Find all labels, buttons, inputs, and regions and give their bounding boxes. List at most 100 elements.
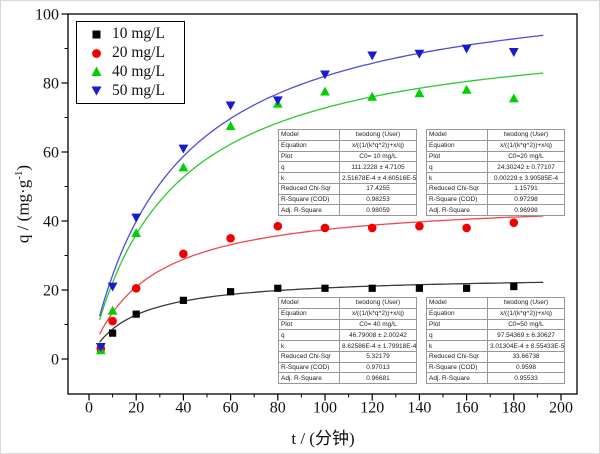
fit-table-row: R-Square (COD) 0.98253 — [278, 193, 417, 206]
y-tick-label: 80 — [43, 76, 59, 93]
fit-table-param-value: x/((1/(k*q^2))+x/q) — [487, 139, 565, 152]
fit-table-row: q 97.54369 ± 6.30627 — [426, 329, 565, 342]
fit-table-row: Model twodong (User) — [426, 297, 565, 309]
data-point — [227, 288, 235, 296]
legend-item: 50 mg/L — [90, 82, 184, 100]
data-point — [415, 221, 424, 231]
fit-table-row: Model twodong (User) — [278, 129, 417, 141]
fit-table-param-name: Reduced Chi-Sqr — [426, 182, 488, 195]
data-point — [320, 223, 330, 233]
fit-table-param-name: R-Square (COD) — [426, 193, 488, 206]
fit-table-param-value: 5.32179 — [339, 350, 417, 363]
fit-table-param-name: Equation — [426, 307, 488, 320]
y-axis-label: q / (mg·g-1) — [13, 104, 35, 304]
data-point — [321, 284, 329, 292]
fit-table-row: Equation x/((1/(k*q^2))+x/q) — [426, 139, 565, 152]
fit-table-param-value: twodong (User) — [339, 297, 417, 309]
fit-table-row: k 2.51678E-4 ± 4.60516E-5 — [278, 172, 417, 184]
fit-table-param-value: 0.9598 — [487, 361, 565, 374]
fit-table-param-name: k — [278, 172, 340, 184]
fit-table-param-name: Plot — [426, 150, 488, 163]
legend: 10 mg/L 20 mg/L 40 mg/L 50 mg/L — [76, 21, 185, 104]
fit-table-param-name: Reduced Chi-Sqr — [426, 350, 488, 363]
x-tick-label: 40 — [175, 400, 191, 417]
fit-table-row: Reduced Chi-Sqr 33.66738 — [426, 350, 565, 363]
data-point — [508, 93, 519, 103]
data-point — [462, 223, 471, 233]
fit-table-param-value: 0.98059 — [339, 204, 417, 217]
fit-table-param-name: Model — [426, 129, 488, 141]
data-point — [178, 144, 189, 154]
data-point — [225, 101, 236, 111]
fit-results-table-2: Model twodong (User) Equation x/((1/(k*q^2)… — [426, 129, 565, 217]
x-tick-label: 120 — [360, 400, 384, 417]
fit-table: Model twodong (User) Equation x/((1/(k*q^2)… — [278, 129, 417, 217]
fit-table-param-name: q — [278, 329, 340, 342]
fit-table-param-value: 24.30242 ± 0.77107 — [487, 161, 565, 174]
fit-table-param-value: 97.54369 ± 6.30627 — [487, 329, 565, 342]
fit-table-param-value: 33.66738 — [487, 350, 565, 363]
fit-table-param-value: 0.00229 ± 3.90585E-4 — [487, 172, 565, 184]
fit-table-row: k 3.01304E-4 ± 8.55433E-5 — [426, 340, 565, 352]
data-point — [108, 316, 117, 326]
fit-table-row: Reduced Chi-Sqr 1.15791 — [426, 182, 565, 195]
fit-table-row: q 111.2228 ± 4.7105 — [278, 161, 417, 174]
fit-table-param-value: x/((1/(k*q^2))+x/q) — [339, 139, 417, 152]
fit-table-row: Plot C0= 10 mg/L — [278, 150, 417, 163]
fit-table-row: Reduced Chi-Sqr 17.4255 — [278, 182, 417, 195]
data-point — [367, 223, 377, 233]
plot-frame — [67, 13, 578, 395]
fit-table-param-value: twodong (User) — [487, 129, 565, 141]
data-point — [367, 51, 378, 61]
fit-table-param-value: C0= 10 mg/L — [339, 150, 417, 163]
fit-table-param-value: 3.01304E-4 ± 8.55433E-5 — [487, 340, 565, 352]
fit-results-table-4: Model twodong (User) Equation x/((1/(k*q^2)… — [426, 297, 565, 385]
fit-results-table-3: Model twodong (User) Equation x/((1/(k*q^2)… — [278, 297, 417, 385]
x-tick-label: 200 — [549, 400, 573, 417]
fit-table-param-value: x/((1/(k*q^2))+x/q) — [487, 307, 565, 320]
fit-table-row: Equation x/((1/(k*q^2))+x/q) — [426, 307, 565, 320]
fit-table-row: Plot C0=20 mg/L — [426, 150, 565, 163]
y-axis-label-end: ) — [13, 164, 33, 171]
data-point — [226, 233, 235, 243]
data-point — [508, 48, 519, 57]
circle-marker-icon — [90, 47, 103, 60]
fit-table-row: Equation x/((1/(k*q^2))+x/q) — [278, 139, 417, 152]
fit-table-param-value: x/((1/(k*q^2))+x/q) — [339, 307, 417, 320]
data-point — [107, 282, 118, 292]
fit-table-param-value: 0.96998 — [487, 204, 565, 217]
fit-table-param-name: Plot — [278, 318, 340, 331]
fit-table-param-name: k — [426, 172, 488, 184]
square-marker-icon — [90, 28, 103, 41]
data-point — [320, 70, 330, 80]
data-point — [368, 284, 376, 292]
x-tick-label: 60 — [223, 400, 239, 417]
fit-table-row: Reduced Chi-Sqr 5.32179 — [278, 350, 417, 363]
fit-table-param-name: q — [426, 161, 488, 174]
fit-table-param-value: 111.2228 ± 4.7105 — [339, 161, 417, 174]
x-tick-label: 80 — [270, 400, 286, 417]
fit-table-param-value: C0=20 mg/L — [487, 150, 565, 163]
fit-table-param-name: R-Square (COD) — [278, 193, 340, 206]
data-point — [131, 228, 142, 237]
data-point — [132, 310, 140, 318]
data-point — [131, 283, 141, 293]
y-axis-label-main: q / (mg·g — [13, 179, 33, 244]
y-tick-label: 100 — [35, 7, 59, 24]
data-point — [95, 343, 106, 352]
y-tick-label: 0 — [51, 352, 59, 369]
fit-table-row: R-Square (COD) 0.97013 — [278, 361, 417, 374]
data-point — [225, 121, 236, 131]
legend-item-label: 40 mg/L — [112, 62, 165, 80]
fit-table: Model twodong (User) Equation x/((1/(k*q^2)… — [426, 297, 565, 385]
y-tick-label: 40 — [43, 214, 59, 231]
fit-table-param-value: 0.97013 — [339, 361, 417, 374]
y-tick-label: 20 — [43, 283, 59, 300]
fit-table: Model twodong (User) Equation x/((1/(k*q^2)… — [426, 129, 565, 217]
triangle-down-marker-icon — [90, 84, 103, 97]
fit-table-param-value: twodong (User) — [339, 129, 417, 141]
fit-table-param-value: 0.98253 — [339, 193, 417, 206]
fit-results-table-1: Model twodong (User) Equation x/((1/(k*q^2)… — [278, 129, 417, 217]
